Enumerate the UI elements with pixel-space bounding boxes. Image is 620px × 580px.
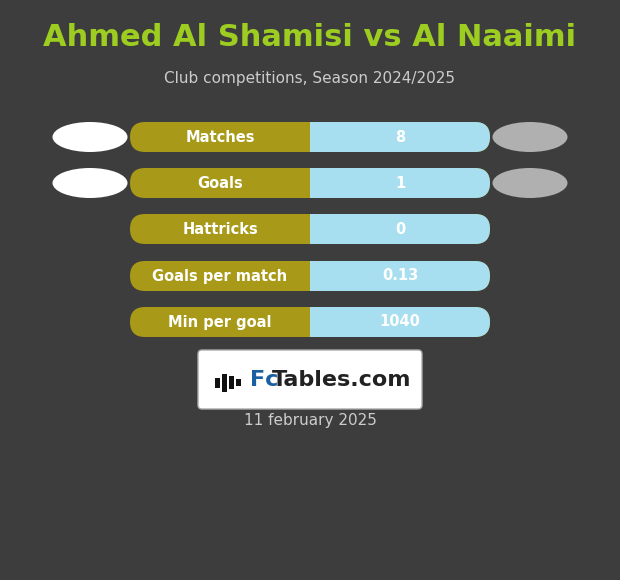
Ellipse shape xyxy=(492,122,567,152)
FancyBboxPatch shape xyxy=(130,122,490,152)
Bar xyxy=(310,168,325,198)
Bar xyxy=(222,374,227,392)
Bar xyxy=(215,378,220,387)
FancyBboxPatch shape xyxy=(130,168,490,198)
Text: 0.13: 0.13 xyxy=(382,269,418,284)
FancyBboxPatch shape xyxy=(130,261,490,291)
Bar xyxy=(310,261,325,291)
Text: 0: 0 xyxy=(395,222,405,237)
Ellipse shape xyxy=(53,122,128,152)
Bar xyxy=(310,122,325,152)
Text: 8: 8 xyxy=(395,129,405,144)
Ellipse shape xyxy=(492,168,567,198)
FancyBboxPatch shape xyxy=(310,168,490,198)
FancyBboxPatch shape xyxy=(310,261,490,291)
FancyBboxPatch shape xyxy=(310,122,490,152)
FancyBboxPatch shape xyxy=(310,307,490,337)
Text: Club competitions, Season 2024/2025: Club competitions, Season 2024/2025 xyxy=(164,71,456,85)
FancyBboxPatch shape xyxy=(130,214,490,244)
Text: Goals per match: Goals per match xyxy=(153,269,288,284)
FancyBboxPatch shape xyxy=(130,307,490,337)
Text: Matches: Matches xyxy=(185,129,255,144)
Text: Tables.com: Tables.com xyxy=(272,369,412,390)
Text: 1: 1 xyxy=(395,176,405,190)
Text: 11 february 2025: 11 february 2025 xyxy=(244,412,376,427)
Bar xyxy=(310,307,325,337)
Bar xyxy=(229,376,234,389)
Text: 1040: 1040 xyxy=(379,314,420,329)
Ellipse shape xyxy=(53,168,128,198)
Text: Fc: Fc xyxy=(250,369,278,390)
Bar xyxy=(236,379,241,386)
Text: Hattricks: Hattricks xyxy=(182,222,258,237)
Text: Goals: Goals xyxy=(197,176,243,190)
FancyBboxPatch shape xyxy=(310,214,490,244)
FancyBboxPatch shape xyxy=(198,350,422,409)
Text: Ahmed Al Shamisi vs Al Naaimi: Ahmed Al Shamisi vs Al Naaimi xyxy=(43,24,577,53)
Text: Min per goal: Min per goal xyxy=(168,314,272,329)
Bar xyxy=(310,214,325,244)
